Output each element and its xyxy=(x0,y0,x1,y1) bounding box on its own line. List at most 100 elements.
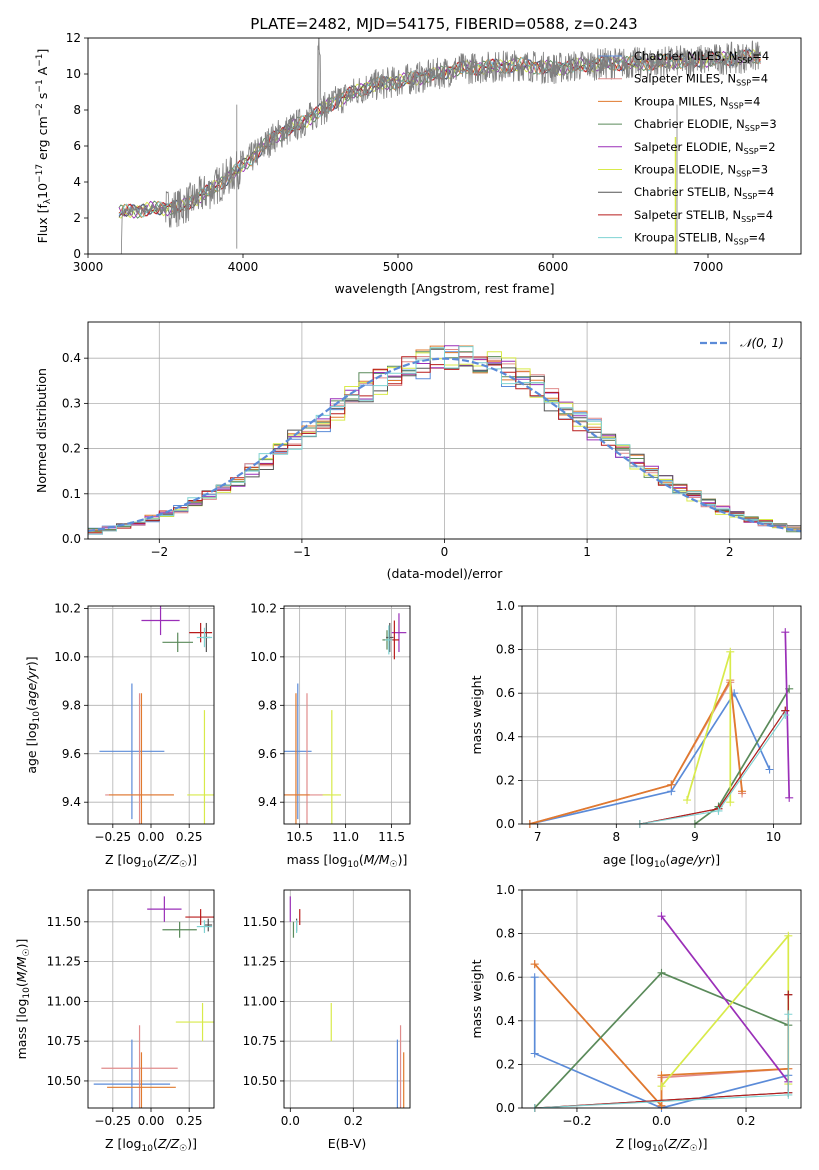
weight-line-kroupa-elodie xyxy=(686,651,732,803)
y-tick-label: 0.8 xyxy=(496,927,515,941)
weight-point-kroupa-miles xyxy=(657,1071,666,1080)
y-tick-label: 0.3 xyxy=(62,396,81,410)
x-tick-label: 0.0 xyxy=(652,1114,671,1128)
axes-mass_vs_Z: −0.25 0.00 0.25 10.50 10.75 11.00 11.25 11.50 xyxy=(47,890,214,1128)
x-tick-label: 10 xyxy=(766,830,781,844)
weight-point-kroupa-elodie xyxy=(784,931,793,940)
x-axis-label-part: ( xyxy=(663,1136,668,1151)
y-axis-label: Normed distribution xyxy=(34,368,49,493)
y-tick-label: 10.2 xyxy=(250,601,277,615)
x-axis-label-part: )] xyxy=(698,1136,708,1151)
weight-point-chabrier-miles xyxy=(530,973,539,982)
weight-point-salpeter-elodie xyxy=(781,628,790,637)
y-tick-label: 0.6 xyxy=(496,970,515,984)
y-tick-label: 9.4 xyxy=(258,795,277,809)
x-axis-label-part: Z/Z xyxy=(157,852,180,867)
y-tick-label: 11.00 xyxy=(243,994,277,1008)
x-axis-label: Z [log10(Z/Z☉)] xyxy=(616,1136,708,1154)
age_vs_mass-frame xyxy=(283,605,411,825)
x-tick-label: 0 xyxy=(441,545,449,559)
weight-point-salpeter-stelib xyxy=(784,990,793,999)
y-tick-label: 0.4 xyxy=(62,351,81,365)
x-tick-label: 0.2 xyxy=(344,1114,363,1128)
y-tick-label: 0.0 xyxy=(496,1101,515,1115)
legend-label-text: Salpeter ELODIE, N xyxy=(634,140,744,154)
y-tick-label: 0.2 xyxy=(496,1057,515,1071)
y-tick-label: 2 xyxy=(73,211,81,225)
weight-point-chabrier-elodie xyxy=(657,968,666,977)
x-tick-label: 11.0 xyxy=(332,830,359,844)
y-axis-label: mass weight xyxy=(469,959,484,1038)
y-axis-label-part: s xyxy=(35,93,50,104)
weight-point-kroupa-stelib xyxy=(784,1090,793,1099)
y-axis-label: mass weight xyxy=(469,675,484,754)
axes-age_vs_Z: −0.25 0.00 0.25 9.4 9.6 9.8 10.0 10.2 xyxy=(54,601,214,844)
x-tick-label: 9 xyxy=(691,830,699,844)
y-tick-label: 11.00 xyxy=(47,994,81,1008)
y-tick-label: 10.0 xyxy=(54,650,81,664)
x-tick-label: 7000 xyxy=(693,260,724,274)
x-axis-label-part: ☉ xyxy=(390,860,398,870)
normal-curve xyxy=(87,357,802,533)
y-axis-label-part: ☉ xyxy=(22,948,32,956)
y-tick-label: 0.0 xyxy=(62,532,81,546)
y-tick-label: 0.1 xyxy=(62,487,81,501)
y-tick-label: 11.25 xyxy=(47,955,81,969)
y-axis-label-part: ] xyxy=(35,49,50,54)
x-axis-label: (data-model)/error xyxy=(387,566,504,581)
weight-point-chabrier-miles xyxy=(765,765,774,774)
weight_vs_age-frame xyxy=(521,605,802,825)
legend-label-subscript: SSP xyxy=(737,56,752,65)
legend-label-chabrier-miles: Chabrier MILES, NSSP=4 xyxy=(634,49,769,65)
legend-label-salpeter-miles: Salpeter MILES, NSSP=4 xyxy=(634,72,768,88)
legend-label-kroupa-elodie: Kroupa ELODIE, NSSP=3 xyxy=(634,163,768,179)
y-axis-label-part: age [log xyxy=(24,722,39,773)
y-tick-label: 10.50 xyxy=(243,1074,277,1088)
x-axis-label-part: ☉ xyxy=(690,1144,698,1154)
x-axis-label-part: age/yr xyxy=(670,852,711,867)
x-axis-label-part: ( xyxy=(153,1136,158,1151)
x-tick-label: 1 xyxy=(583,545,591,559)
legend-label-text: Kroupa STELIB, N xyxy=(634,231,734,245)
legend-label-text: Chabrier STELIB, N xyxy=(634,185,742,199)
x-tick-label: 7 xyxy=(534,830,542,844)
spectrum-frame xyxy=(87,37,802,255)
y-tick-label: 10.0 xyxy=(250,650,277,664)
legend-label-value: =2 xyxy=(759,140,776,154)
x-axis-label: Z [log10(Z/Z☉)] xyxy=(105,852,197,870)
y-axis-label-part: mass [log xyxy=(14,999,29,1060)
y-axis-label-part: −1 xyxy=(35,79,45,92)
y-axis-label-part: age/yr xyxy=(24,665,39,706)
x-axis-label-part: 10 xyxy=(141,860,153,870)
y-tick-label: 8 xyxy=(73,103,81,117)
y-axis-label: mass [log10(M/M☉)] xyxy=(14,939,32,1060)
legend-label-chabrier-stelib: Chabrier STELIB, NSSP=4 xyxy=(634,185,774,201)
y-tick-label: 1.0 xyxy=(496,883,515,897)
y-axis-label-part: −1 xyxy=(35,54,45,67)
x-axis-label-part: M/M xyxy=(364,852,390,867)
x-tick-label: 0.25 xyxy=(176,1114,203,1128)
x-axis-label-part: ☉ xyxy=(179,860,187,870)
y-axis-label: Flux [fλ10−17 erg cm−2 s−1 A−1] xyxy=(35,49,53,244)
x-tick-label: 0.25 xyxy=(176,830,203,844)
axes-residuals: −2 −1 0 1 2 0.0 0.1 0.2 0.3 0.4 xyxy=(62,322,801,559)
weight-point-kroupa-elodie xyxy=(657,1082,666,1091)
legend-label-text: Salpeter STELIB, N xyxy=(634,208,741,222)
x-tick-label: 2 xyxy=(726,545,734,559)
legend-label-normal: 𝒩(0, 1) xyxy=(740,336,784,350)
y-tick-label: 11.50 xyxy=(243,915,277,929)
weight-line-chabrier-miles xyxy=(529,691,771,824)
x-axis-label-part: Z/Z xyxy=(157,1136,180,1151)
x-axis-label: wavelength [Angstrom, rest frame] xyxy=(334,281,554,296)
y-axis-label-part: A xyxy=(35,66,50,79)
x-tick-label: 10.5 xyxy=(286,830,313,844)
y-tick-label: 12 xyxy=(66,31,81,45)
y-axis-label-part: Normed distribution xyxy=(34,368,49,493)
y-tick-label: 6 xyxy=(73,139,81,153)
x-axis-label: age [log10(age/yr)] xyxy=(603,852,720,870)
x-axis-label-part: Z/Z xyxy=(667,1136,690,1151)
y-axis-label-part: 10 xyxy=(35,183,50,199)
legend-label-subscript: SSP xyxy=(742,192,757,201)
figure-title: PLATE=2482, MJD=54175, FIBERID=0588, z=0… xyxy=(250,15,637,33)
